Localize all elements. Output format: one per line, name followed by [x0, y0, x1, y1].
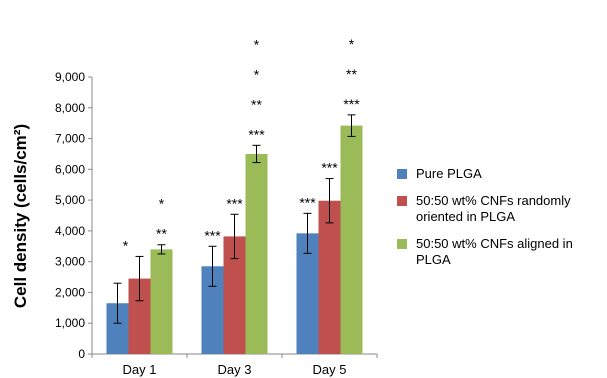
legend-item: 50:50 wt% CNFs aligned in PLGA — [397, 236, 602, 268]
legend-swatch — [397, 239, 407, 249]
y-axis-label: Cell density (cells/cm²) — [11, 124, 30, 308]
significance-label: *** — [299, 194, 316, 210]
legend-swatch — [397, 169, 407, 179]
significance-label: * — [254, 36, 260, 52]
significance-label: ** — [251, 96, 262, 112]
significance-label: * — [159, 196, 165, 212]
significance-label: *** — [226, 195, 243, 211]
legend-item: 50:50 wt% CNFs randomly oriented in PLGA — [397, 193, 602, 225]
x-tick-label: Day 5 — [313, 362, 347, 377]
significance-label: * — [254, 66, 260, 82]
y-tick-label: 1,000 — [55, 316, 85, 330]
bar — [150, 249, 173, 354]
significance-label: *** — [248, 126, 265, 142]
legend-label: 50:50 wt% CNFs randomly oriented in PLGA — [416, 193, 571, 224]
bar — [201, 266, 224, 354]
bar — [318, 200, 341, 354]
bar — [340, 125, 363, 354]
significance-label: *** — [321, 160, 338, 176]
significance-label: * — [123, 237, 129, 253]
significance-label: ** — [346, 66, 357, 82]
y-tick-label: 5,000 — [55, 193, 85, 207]
significance-label: ** — [156, 226, 167, 242]
bar — [106, 303, 129, 354]
y-tick-label: 0 — [78, 347, 85, 361]
y-tick-label: 3,000 — [55, 255, 85, 269]
legend-label: 50:50 wt% CNFs aligned in PLGA — [416, 236, 573, 267]
y-tick-label: 4,000 — [55, 224, 85, 238]
y-tick-label: 6,000 — [55, 162, 85, 176]
legend-label: Pure PLGA — [416, 166, 482, 181]
y-tick-label: 7,000 — [55, 132, 85, 146]
legend-item: Pure PLGA — [397, 166, 602, 182]
y-tick-label: 8,000 — [55, 101, 85, 115]
chart-legend: Pure PLGA 50:50 wt% CNFs randomly oriente… — [397, 166, 602, 279]
x-tick-label: Day 3 — [218, 362, 252, 377]
significance-label: *** — [204, 227, 221, 243]
legend-swatch — [397, 196, 407, 206]
significance-label: * — [349, 36, 355, 52]
significance-label: *** — [343, 96, 360, 112]
y-tick-label: 9,000 — [55, 70, 85, 84]
y-tick-label: 2,000 — [55, 285, 85, 299]
x-tick-label: Day 1 — [123, 362, 157, 377]
bar — [128, 278, 151, 354]
bar — [296, 233, 319, 354]
bar — [245, 153, 268, 354]
bar — [223, 236, 246, 354]
